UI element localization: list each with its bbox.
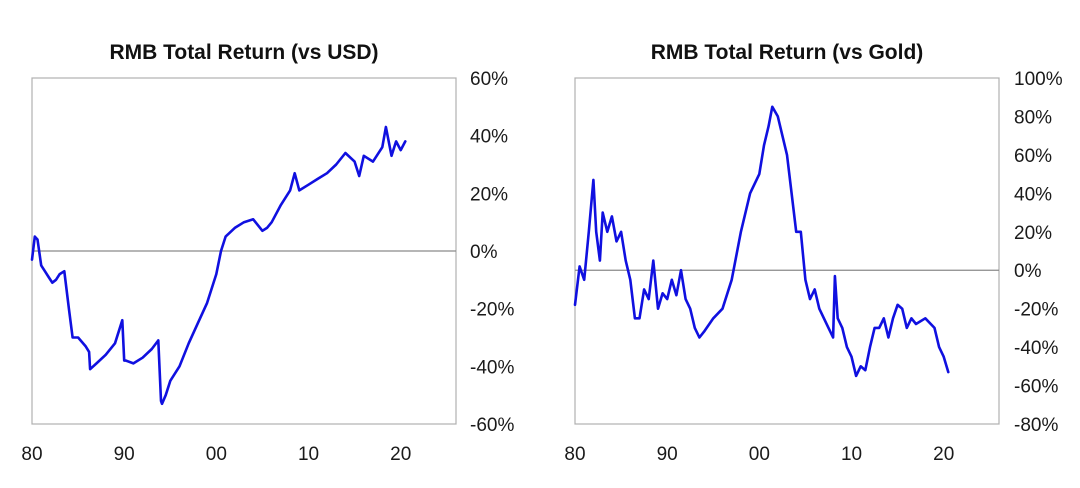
chart-2-y-tick-label: 80%	[1014, 107, 1052, 128]
chart-1-x-tick-label: 00	[206, 444, 227, 465]
chart-2-y-tick-label: -40%	[1014, 338, 1058, 359]
chart-1-x-tick-label: 90	[114, 444, 135, 465]
chart-2-y-tick-label: 0%	[1014, 261, 1042, 282]
chart-2-x-tick-label: 80	[564, 444, 585, 465]
chart-1-x-tick-label: 80	[21, 444, 42, 465]
chart-1-x-tick-label: 20	[390, 444, 411, 465]
chart-2-x-tick-label: 00	[749, 444, 770, 465]
chart-2-y-tick-label: 40%	[1014, 184, 1052, 205]
chart-2-y-tick-label: -20%	[1014, 300, 1058, 321]
chart-1-y-tick-label: 20%	[470, 184, 508, 205]
chart-1-y-tick-label: 60%	[470, 69, 508, 90]
chart-1-title: RMB Total Return (vs USD)	[109, 41, 378, 64]
chart-2-plot-frame	[574, 77, 1000, 425]
chart-1-y-tick-label: 0%	[470, 242, 498, 263]
chart-1-y-tick-label: -20%	[470, 300, 514, 321]
chart-2-y-tick-label: -60%	[1014, 377, 1058, 398]
chart-1-y-tick-label: 40%	[470, 127, 508, 148]
chart-1-x-tick-label: 10	[298, 444, 319, 465]
chart-1-y-tick-label: -40%	[470, 357, 514, 378]
chart-2-y-tick-label: -80%	[1014, 415, 1058, 436]
chart-1-series-line	[30, 125, 407, 406]
chart-2-x-tick-label: 20	[933, 444, 954, 465]
chart-2-series-line	[573, 105, 950, 378]
chart-2-y-tick-label: 60%	[1014, 146, 1052, 167]
chart-2-title: RMB Total Return (vs Gold)	[651, 41, 924, 64]
chart-2-y-tick-label: 20%	[1014, 223, 1052, 244]
chart-2-x-tick-label: 90	[657, 444, 678, 465]
chart-2-x-tick-label: 10	[841, 444, 862, 465]
chart-2-y-tick-label: 100%	[1014, 69, 1063, 90]
chart-1-y-tick-label: -60%	[470, 415, 514, 436]
